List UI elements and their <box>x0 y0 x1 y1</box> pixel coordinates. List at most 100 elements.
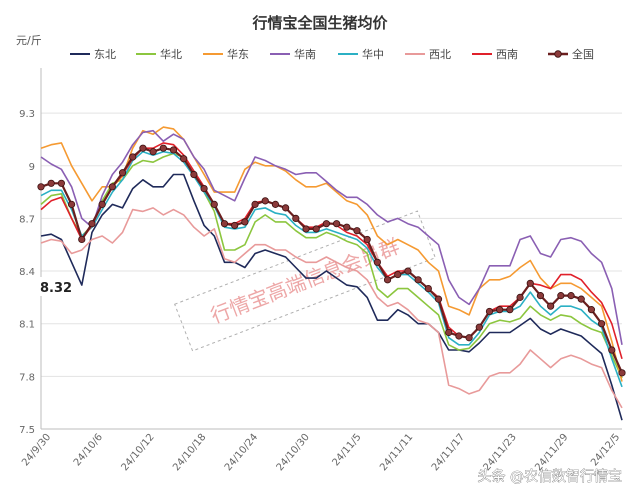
data-point <box>271 200 280 208</box>
callout-bg <box>38 277 74 296</box>
legend-label: 华南 <box>294 47 316 61</box>
credit-text: 头条 @农信数智行情宝 <box>478 468 622 485</box>
series-line-5 <box>40 207 623 409</box>
data-point <box>261 197 269 205</box>
credit-overlay: 头条 @农信数智行情宝 <box>477 468 622 486</box>
y-tick-label: 7.5 <box>19 425 35 436</box>
legend-label: 西北 <box>429 48 451 61</box>
data-point <box>241 218 249 226</box>
data-point <box>567 292 575 300</box>
data-point <box>496 306 504 314</box>
y-tick-label: 8.1 <box>19 320 35 331</box>
x-tick-label: 24/11/5 <box>330 432 363 469</box>
data-point <box>149 148 157 156</box>
data-point <box>332 220 341 228</box>
y-tick-label: 9 <box>29 162 35 173</box>
data-point <box>169 146 178 154</box>
data-point <box>526 279 534 287</box>
data-point <box>547 302 555 310</box>
data-point <box>608 346 616 354</box>
data-point <box>506 306 514 314</box>
series-line-0 <box>40 173 623 421</box>
x-tick-label: 24/10/18 <box>171 432 208 473</box>
data-point <box>47 179 55 187</box>
callout-label: 8.32 <box>40 281 72 296</box>
y-tick-label: 9.3 <box>19 109 35 120</box>
data-point <box>282 204 290 212</box>
y-axis-unit: 元/斤 <box>16 34 42 47</box>
data-point <box>180 155 188 163</box>
data-point <box>414 276 422 284</box>
data-point <box>210 200 218 208</box>
x-tick-label: 24/9/30 <box>20 432 53 469</box>
legend-label: 西南 <box>496 48 518 61</box>
data-point <box>57 179 65 187</box>
data-point <box>322 220 331 228</box>
y-tick-label: 8.4 <box>19 267 35 278</box>
data-point <box>485 307 494 316</box>
series-line-6 <box>40 142 623 360</box>
data-point <box>353 227 361 235</box>
data-point <box>37 183 45 191</box>
data-point <box>587 306 596 314</box>
y-tick-label: 7.8 <box>19 372 35 383</box>
data-point <box>373 258 381 266</box>
data-point <box>343 223 351 231</box>
data-point <box>455 332 463 340</box>
data-point <box>557 292 565 300</box>
data-point <box>118 169 127 177</box>
x-tick-label: 24/10/6 <box>72 432 105 469</box>
data-point <box>88 220 96 228</box>
x-tick-label: 24/10/30 <box>275 432 312 473</box>
chart-title: 行情宝全国生猪均价 <box>251 14 388 32</box>
x-tick-label: 24/12/5 <box>589 432 622 469</box>
watermark-text: 行情宝高端信息会员群 <box>207 234 402 328</box>
data-point <box>98 200 106 208</box>
series-line-1 <box>40 152 623 379</box>
data-point <box>618 369 626 377</box>
x-tick-label: 24/11/29 <box>533 432 570 473</box>
data-point <box>312 225 320 233</box>
legend-label: 华北 <box>160 47 182 61</box>
data-point <box>465 334 473 342</box>
x-tick-label: 24/11/11 <box>378 432 415 473</box>
legend-label: 全国 <box>572 47 594 61</box>
x-tick-label: 24/10/24 <box>223 432 260 473</box>
data-point <box>424 284 432 293</box>
data-point <box>363 235 371 244</box>
data-point <box>159 144 167 152</box>
data-point <box>220 220 229 228</box>
series-line-4 <box>40 150 623 388</box>
data-point <box>129 153 137 161</box>
callout: 8.32 <box>38 277 74 296</box>
data-point <box>394 270 402 279</box>
data-point <box>598 320 606 328</box>
data-point <box>475 323 483 331</box>
data-point <box>302 225 310 233</box>
series-lines <box>37 126 626 421</box>
legend-label: 华中 <box>362 47 384 61</box>
data-point <box>292 214 300 222</box>
data-point <box>434 295 443 303</box>
series-line-3 <box>40 129 623 345</box>
legend-label: 华东 <box>227 47 249 61</box>
data-point <box>516 293 524 301</box>
data-point <box>383 276 392 284</box>
data-point <box>577 295 585 303</box>
data-point <box>78 235 86 244</box>
x-tick-label: 24/10/12 <box>119 432 156 473</box>
data-point <box>67 200 76 208</box>
series-line-7 <box>40 147 624 374</box>
legend: 东北 华北 华东 华南 华中 西北 西南 全国 <box>70 47 594 61</box>
y-tick-label: 8.7 <box>19 214 35 225</box>
legend-marker <box>554 50 562 58</box>
x-tick-label: 24/11/23 <box>482 432 519 473</box>
data-point <box>190 170 198 179</box>
legend-label: 东北 <box>94 48 116 61</box>
data-point <box>139 144 147 152</box>
data-point <box>108 183 116 191</box>
data-point <box>445 328 453 337</box>
x-tick-label: 24/11/17 <box>430 432 467 473</box>
data-point <box>231 221 239 230</box>
